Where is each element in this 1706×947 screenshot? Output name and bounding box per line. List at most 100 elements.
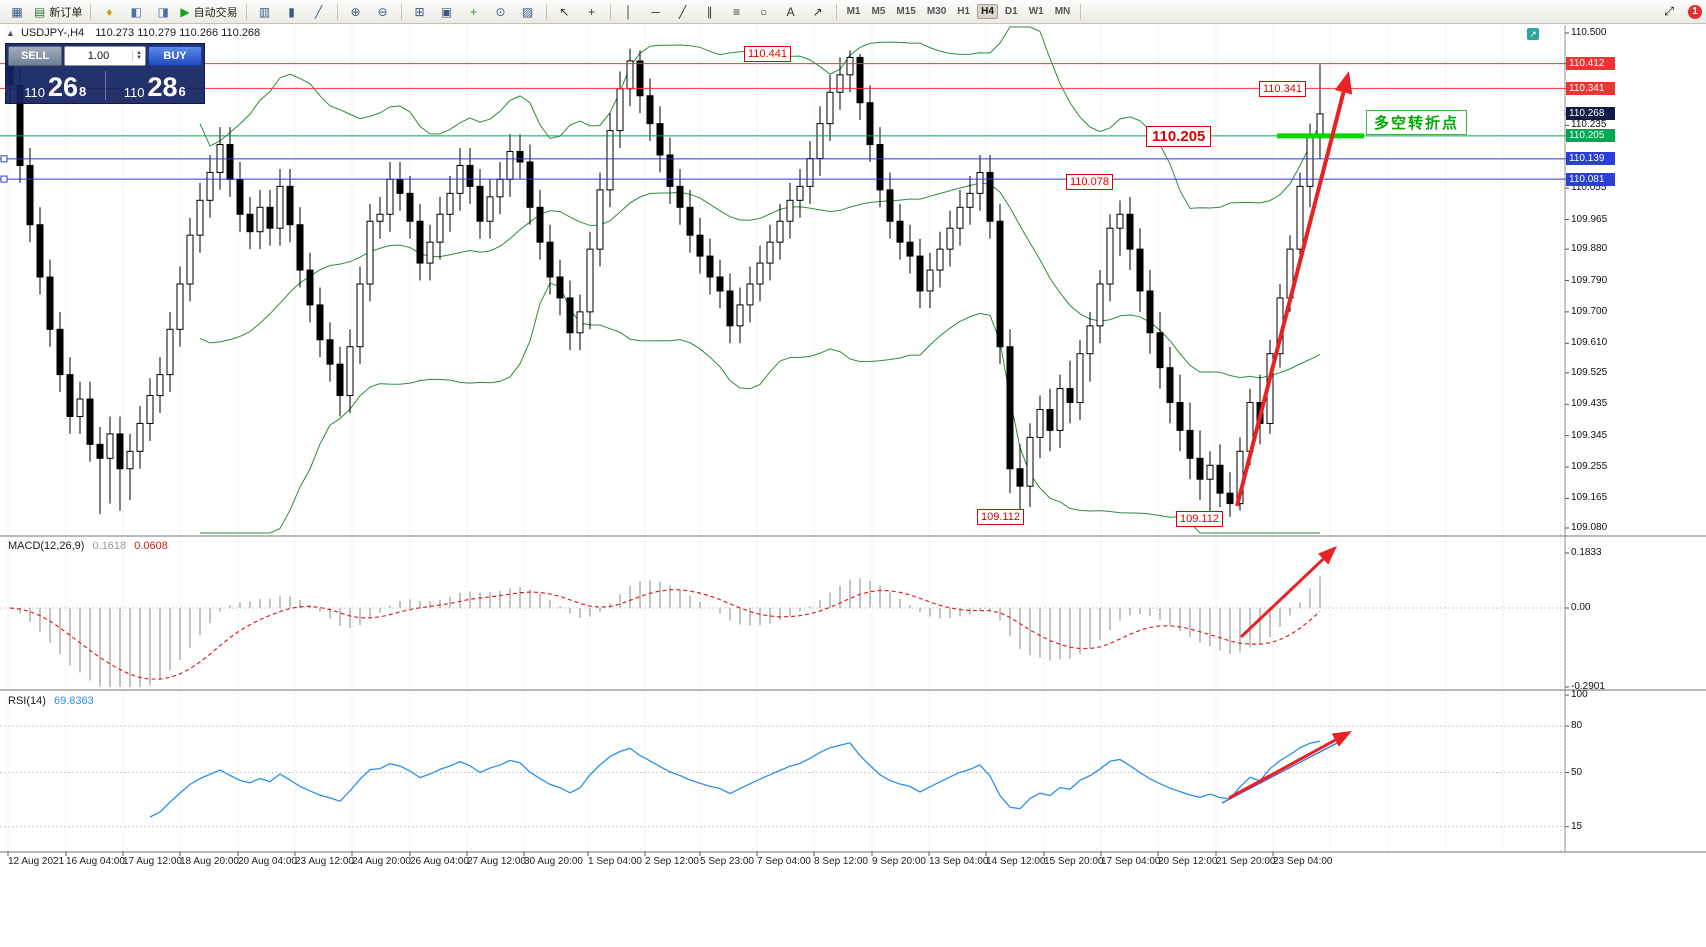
timeframe-w1[interactable]: W1 [1028, 6, 1044, 17]
crosshair-icon[interactable]: + [579, 2, 605, 22]
sell-price-pips: 26 [47, 72, 79, 102]
shapes-icon[interactable]: ○ [751, 2, 777, 22]
cascade-windows-icon: ▣ [440, 4, 453, 19]
trendline-icon[interactable]: ╱ [670, 2, 696, 22]
buy-button[interactable]: BUY [148, 46, 202, 66]
volume-value[interactable]: 1.00 [87, 50, 110, 62]
cursor-icon[interactable]: ↖ [552, 2, 578, 22]
volume-up-icon[interactable]: ▲ [136, 50, 142, 56]
one-click-trading-panel: SELL 1.00 ▲ ▼ BUY 110 26 8 110 28 6 [5, 43, 205, 104]
bar-chart-icon[interactable]: ▥ [252, 2, 278, 22]
fullscreen-icon[interactable]: ⤢ [1664, 4, 1674, 18]
timeframe-h4[interactable]: H4 [977, 4, 998, 19]
line-chart-icon[interactable]: ╱ [306, 2, 332, 22]
new-order-button-label: 新订单 [49, 6, 83, 19]
zoom-in-icon: ⊕ [350, 4, 361, 19]
tile-windows-icon[interactable]: ⊞ [407, 2, 433, 22]
horizontal-line-icon[interactable]: ─ [643, 2, 669, 22]
channel-icon[interactable]: ∥ [697, 2, 723, 22]
toolbar-separator [609, 3, 611, 20]
periods-icon: ⊙ [495, 4, 506, 19]
navigator-icon: ◨ [157, 4, 170, 19]
chart-shift-icon[interactable]: ↗ [1527, 28, 1539, 40]
data-window-icon: ◧ [130, 4, 143, 19]
vertical-line-icon: │ [624, 4, 633, 19]
timeframe-m15[interactable]: M15 [896, 6, 916, 17]
arrows-icon[interactable]: ↗ [805, 2, 831, 22]
macd-main-value: 0.1618 [92, 540, 127, 552]
navigator-icon[interactable]: ◨ [150, 2, 176, 22]
zoom-in-icon[interactable]: ⊕ [343, 2, 369, 22]
market-watch-icon[interactable]: ♦ [96, 2, 122, 22]
text-icon[interactable]: A [778, 2, 804, 22]
sell-price[interactable]: 110 26 8 [6, 68, 105, 103]
rsi-value: 69.8363 [53, 695, 94, 707]
text-icon: A [786, 4, 795, 19]
toolbar-separator [400, 3, 402, 20]
chart-symbol-timeframe: USDJPY-,H4 [20, 27, 85, 39]
toolbar-separator [90, 3, 92, 20]
macd-signal-value: 0.0608 [134, 540, 168, 552]
tile-windows-icon: ⊞ [414, 4, 425, 19]
templates-icon[interactable]: ▨ [515, 2, 541, 22]
toolbar-separator [835, 3, 837, 20]
candlestick-chart-icon: ▮ [288, 4, 295, 19]
zoom-out-icon[interactable]: ⊖ [370, 2, 396, 22]
volume-stepper[interactable]: 1.00 ▲ ▼ [64, 46, 146, 66]
autotrade-button-label: 自动交易 [193, 6, 238, 19]
arrows-icon: ↗ [812, 4, 823, 19]
chart-ohlc-values: 110.273 110.279 110.266 110.268 [95, 27, 261, 39]
autotrade-button[interactable]: ▶ 自动交易 [177, 2, 240, 22]
toolbar-separator [1080, 3, 1082, 20]
collapse-icon[interactable]: ▲ [6, 28, 15, 38]
timeframe-m5[interactable]: M5 [871, 6, 886, 17]
new-chart-icon[interactable]: + [461, 2, 487, 22]
cascade-windows-icon[interactable]: ▣ [434, 2, 460, 22]
sell-price-int: 110 [24, 85, 45, 100]
cursor-icon: ↖ [559, 4, 570, 19]
market-watch-icon: ♦ [106, 4, 113, 19]
macd-header: MACD(12,26,9) 0.1618 0.0608 [8, 540, 168, 552]
horizontal-line-icon: ─ [651, 4, 660, 19]
zoom-out-icon: ⊖ [377, 4, 388, 19]
macd-name: MACD(12,26,9) [8, 540, 85, 552]
toolbar-separator [336, 3, 338, 20]
symbol-window-icon: ▦ [11, 4, 23, 19]
new-order-icon: ▤ [34, 4, 46, 19]
new-chart-icon: + [470, 4, 478, 19]
toolbar-separator [545, 3, 547, 20]
toolbar-buttons: ▦ ▤ 新订单 ♦ ◧ ◨ ▶ 自动交易 ▥ ▮ ╱ ⊕ ⊖ ⊞ ▣ + ⊙ ▨ ↖ + │ ─ ╱ ∥ ≡ ○ A ↗ M1 M5 M15… [4, 2, 1085, 22]
bar-chart-icon: ▥ [258, 4, 271, 19]
toolbar-separator [245, 3, 247, 20]
toolbar: ▦ ▤ 新订单 ♦ ◧ ◨ ▶ 自动交易 ▥ ▮ ╱ ⊕ ⊖ ⊞ ▣ + ⊙ ▨ ↖ + │ ─ ╱ ∥ ≡ ○ A ↗ M1 M5 M15… [0, 0, 1706, 24]
notification-badge[interactable]: 1 [1688, 4, 1702, 19]
timeframe-m30[interactable]: M30 [926, 6, 947, 17]
buy-price[interactable]: 110 28 6 [106, 68, 205, 103]
buy-price-int: 110 [123, 85, 145, 100]
price-divider [104, 71, 106, 100]
rsi-header: RSI(14) 69.8363 [8, 695, 94, 707]
sell-button[interactable]: SELL [8, 46, 62, 66]
symbol-window-icon[interactable]: ▦ [4, 2, 30, 22]
trendline-icon: ╱ [678, 4, 687, 19]
timeframe-m1[interactable]: M1 [846, 6, 861, 17]
data-window-icon[interactable]: ◧ [123, 2, 149, 22]
timeframe-mn[interactable]: MN [1054, 6, 1071, 17]
volume-arrows[interactable]: ▲ ▼ [132, 50, 145, 61]
sell-price-fraction: 8 [79, 84, 87, 99]
vertical-line-icon[interactable]: │ [616, 2, 642, 22]
shapes-icon: ○ [759, 4, 768, 19]
fibonacci-icon[interactable]: ≡ [724, 2, 750, 22]
volume-down-icon[interactable]: ▼ [136, 55, 142, 61]
timeframe-d1[interactable]: D1 [1004, 6, 1018, 17]
rsi-name: RSI(14) [8, 695, 46, 707]
candlestick-chart-icon[interactable]: ▮ [279, 2, 305, 22]
autotrade-icon: ▶ [180, 4, 190, 19]
line-chart-icon: ╱ [314, 4, 323, 19]
crosshair-icon: + [588, 4, 596, 19]
periods-icon[interactable]: ⊙ [488, 2, 514, 22]
buy-price-pips: 28 [147, 72, 178, 102]
new-order-button[interactable]: ▤ 新订单 [31, 2, 85, 22]
timeframe-h1[interactable]: H1 [957, 6, 971, 17]
